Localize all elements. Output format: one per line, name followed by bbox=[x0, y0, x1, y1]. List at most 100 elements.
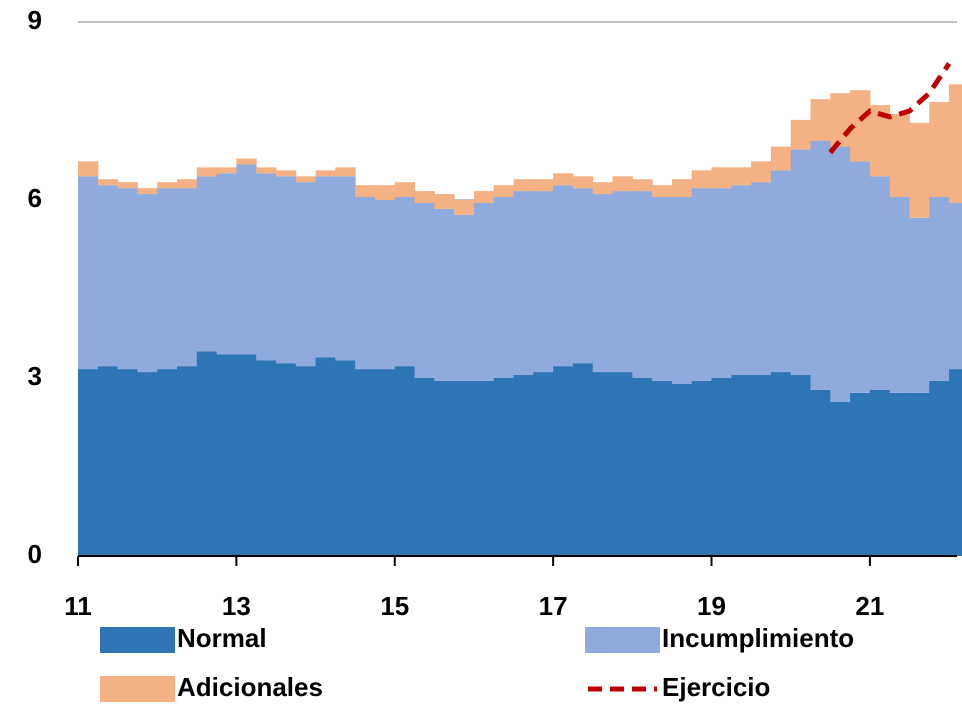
bar-segment bbox=[691, 380, 713, 556]
bar-segment bbox=[909, 217, 930, 393]
bar-segment bbox=[78, 161, 99, 177]
bar-segment bbox=[394, 366, 416, 556]
bar-segment bbox=[632, 191, 653, 378]
bar-segment bbox=[810, 99, 831, 141]
bar-segment bbox=[256, 173, 277, 361]
bar-segment bbox=[533, 191, 554, 373]
bar-segment bbox=[751, 161, 772, 183]
bar-segment bbox=[315, 357, 336, 556]
bar-segment bbox=[869, 105, 891, 177]
bar-segment bbox=[157, 369, 178, 556]
bar-segment bbox=[553, 366, 574, 556]
bar-segment bbox=[929, 102, 950, 198]
bar-segment bbox=[612, 372, 633, 556]
bar-segment bbox=[157, 182, 178, 189]
bar-segment bbox=[355, 197, 376, 370]
bar-segment bbox=[374, 185, 396, 200]
bar-segment bbox=[117, 369, 138, 556]
bar-segment bbox=[533, 179, 554, 192]
x-tick-label: 17 bbox=[539, 591, 568, 621]
bar-segment bbox=[632, 179, 653, 192]
bar-segment bbox=[632, 378, 653, 556]
bar-segment bbox=[731, 185, 752, 376]
bar-segment bbox=[533, 372, 554, 556]
bar-segment bbox=[652, 380, 673, 556]
bar-segment bbox=[770, 146, 792, 171]
bar-segment bbox=[869, 176, 891, 390]
bar-segment bbox=[909, 122, 930, 218]
bar-segment bbox=[770, 170, 792, 373]
bar-segment bbox=[592, 372, 614, 556]
bar-segment bbox=[711, 167, 732, 189]
bar-segment bbox=[949, 202, 962, 370]
bar-segment bbox=[117, 188, 138, 370]
bar-segment bbox=[335, 167, 356, 177]
bar-segment bbox=[295, 366, 317, 556]
bar-segment bbox=[216, 167, 237, 174]
x-tick-label: 21 bbox=[855, 591, 884, 621]
bar-segment bbox=[196, 167, 218, 177]
bar-segment bbox=[671, 179, 693, 198]
bar-segment bbox=[454, 214, 475, 381]
x-tick-label: 13 bbox=[222, 591, 251, 621]
bar-segment bbox=[97, 179, 119, 186]
y-tick-label: 3 bbox=[28, 361, 42, 391]
bar-segment bbox=[830, 146, 851, 402]
bar-segment bbox=[929, 380, 950, 556]
y-tick-label: 6 bbox=[28, 183, 42, 213]
legend-label: Adicionales bbox=[177, 672, 323, 702]
bar-segment bbox=[869, 389, 891, 556]
bar-segment bbox=[711, 188, 732, 378]
bar-segment bbox=[612, 191, 633, 373]
bar-segment bbox=[434, 208, 455, 381]
legend-swatch bbox=[585, 627, 660, 653]
bar-segment bbox=[295, 176, 317, 183]
bar-segment bbox=[592, 182, 614, 195]
bar-segment bbox=[176, 179, 198, 189]
bar-segment bbox=[850, 90, 871, 162]
bar-segment bbox=[414, 202, 435, 378]
bar-segment bbox=[355, 369, 376, 556]
bar-segment bbox=[652, 185, 673, 198]
bar-segment bbox=[176, 188, 198, 367]
legend-label: Normal bbox=[177, 623, 267, 653]
bar-segment bbox=[790, 149, 811, 376]
bar-segment bbox=[850, 392, 871, 556]
bar-segment bbox=[335, 360, 356, 556]
line-series bbox=[828, 62, 952, 155]
bar-segment bbox=[434, 380, 455, 556]
bar-segment bbox=[830, 93, 851, 147]
bar-segment bbox=[830, 401, 851, 556]
bar-segment bbox=[731, 167, 752, 186]
bar-segment bbox=[592, 194, 614, 373]
bar-segment bbox=[493, 185, 515, 198]
bar-segment bbox=[671, 197, 693, 384]
bar-segment bbox=[157, 188, 178, 370]
bar-segment bbox=[454, 200, 475, 215]
bar-segment bbox=[256, 360, 277, 556]
bar-segment bbox=[770, 372, 792, 556]
bar-segment bbox=[176, 366, 198, 556]
bar-segment bbox=[513, 179, 534, 192]
x-tick-label: 11 bbox=[64, 591, 92, 621]
y-tick-label: 0 bbox=[28, 539, 42, 569]
bar-segment bbox=[216, 354, 237, 556]
bar-segment bbox=[889, 113, 910, 198]
bar-segment bbox=[335, 176, 356, 361]
bar-segment bbox=[711, 378, 732, 556]
bar-segment bbox=[454, 380, 475, 556]
bar-segment bbox=[196, 351, 218, 556]
bar-segment bbox=[572, 176, 594, 189]
bar-segment bbox=[889, 197, 910, 393]
bar-segment bbox=[414, 378, 435, 556]
bar-segment bbox=[275, 170, 297, 177]
bar-segment bbox=[473, 191, 495, 203]
bar-segment bbox=[493, 197, 515, 378]
bar-segment bbox=[236, 164, 257, 355]
bar-segment bbox=[355, 185, 376, 198]
bar-segment bbox=[137, 194, 158, 373]
bar-segment bbox=[137, 188, 158, 195]
bar-segment bbox=[751, 375, 772, 556]
bar-segment bbox=[612, 176, 633, 192]
legend-swatch bbox=[100, 627, 175, 653]
